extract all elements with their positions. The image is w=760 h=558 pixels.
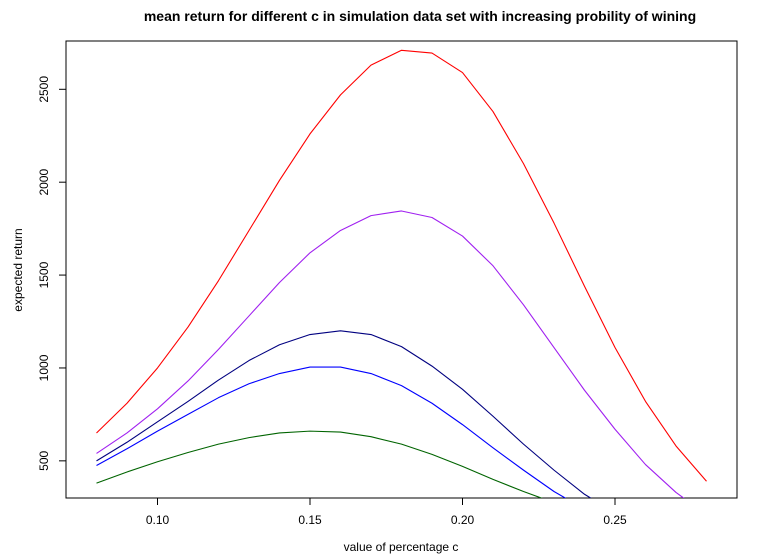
series-line-2 [96, 210, 685, 498]
series-group [96, 49, 707, 498]
plot-frame [65, 40, 738, 499]
y-tick-label: 2000 [37, 169, 51, 196]
x-tick-label: 0.15 [298, 513, 322, 527]
x-axis: 0.10 0.15 0.20 0.25 [146, 498, 627, 527]
x-axis-label: value of percentage c [344, 540, 459, 554]
chart-title: mean return for different c in simulatio… [144, 8, 696, 24]
y-axis-label: expected return [11, 228, 25, 311]
x-tick-label: 0.20 [451, 513, 475, 527]
series-line-4 [96, 366, 567, 498]
x-tick-label: 0.10 [146, 513, 170, 527]
y-tick-label: 1000 [37, 354, 51, 381]
series-line-5 [96, 430, 543, 498]
x-tick-label: 0.25 [603, 513, 627, 527]
y-axis: 500 1000 1500 2000 2500 [37, 76, 66, 471]
series-line-3 [96, 330, 592, 498]
series-line-1 [96, 49, 707, 482]
y-tick-label: 500 [37, 451, 51, 471]
y-tick-label: 1500 [37, 261, 51, 288]
y-tick-label: 2500 [37, 76, 51, 103]
